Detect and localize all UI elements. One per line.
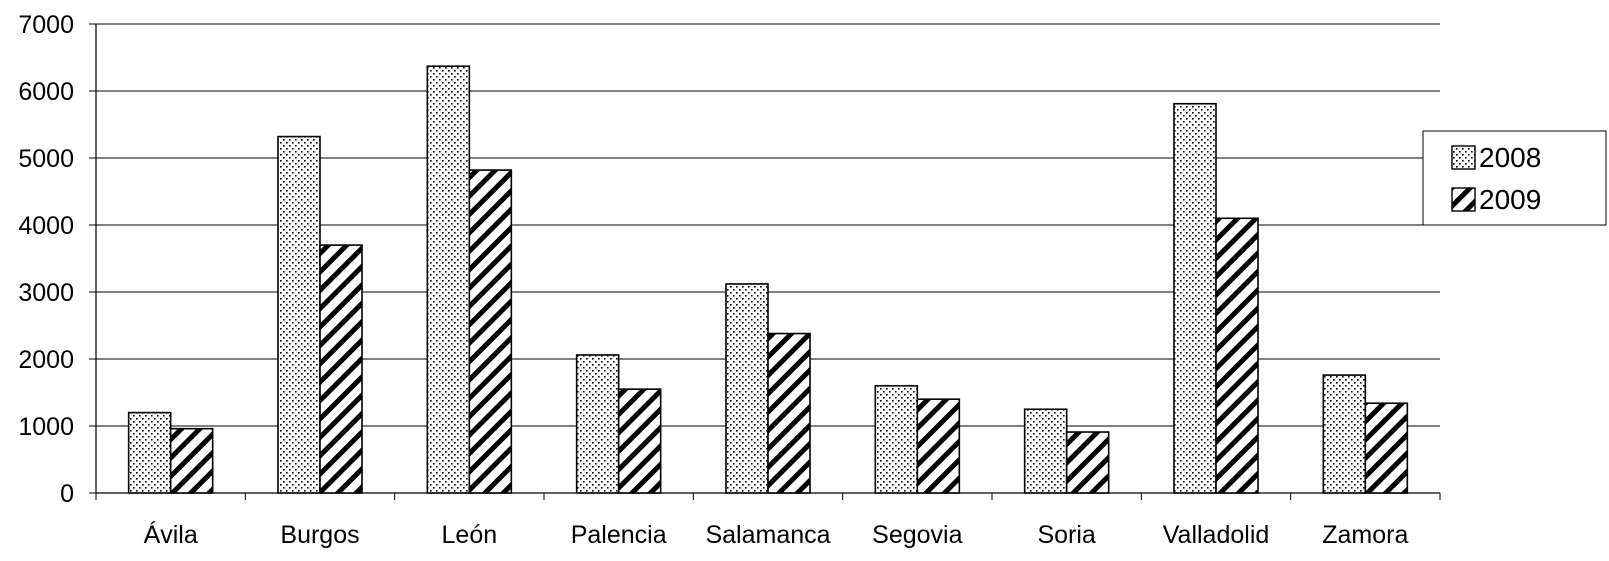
y-tick-label: 3000: [18, 279, 74, 307]
y-tick-label: 2000: [18, 346, 74, 374]
y-tick-label: 0: [60, 480, 74, 508]
legend-swatch-2008: [1451, 145, 1476, 170]
bar-2009-Zamora: [1364, 402, 1409, 494]
bar-2008-Burgos: [277, 135, 321, 494]
x-category-label: Burgos: [280, 521, 359, 549]
bar-2008-Ávila: [127, 411, 172, 494]
bar-2008-León: [426, 65, 471, 494]
legend-label: 2008: [1479, 142, 1541, 173]
legend-label: 2009: [1479, 184, 1541, 215]
bar-2008-Segovia: [874, 384, 919, 494]
bar-2009-Ávila: [169, 427, 214, 494]
x-category-label: León: [442, 521, 498, 549]
bar-2008-Valladolid: [1173, 102, 1217, 494]
x-category-label: Salamanca: [705, 521, 830, 549]
y-tick-label: 5000: [18, 145, 74, 173]
y-tick-label: 6000: [18, 78, 74, 106]
legend-swatch-2009: [1451, 187, 1476, 212]
x-category-label: Zamora: [1322, 521, 1408, 549]
bar-2009-Burgos: [319, 244, 363, 494]
x-category-label: Soria: [1037, 521, 1095, 549]
bar-2008-Salamanca: [725, 283, 769, 494]
axis-labels: 0 1000 2000 3000 4000 5000 6000 7000 Ávila Burgos…: [18, 11, 1408, 549]
y-tick-label: 1000: [18, 413, 74, 441]
bar-2009-Valladolid: [1215, 217, 1259, 494]
bar-2008-Zamora: [1322, 374, 1367, 494]
x-category-label: Palencia: [571, 521, 667, 549]
x-category-label: Segovia: [872, 521, 962, 549]
bar-2009-Palencia: [617, 388, 662, 494]
y-tick-label: 4000: [18, 212, 74, 240]
y-tick-label: 7000: [18, 11, 74, 39]
x-category-label: Ávila: [144, 520, 198, 549]
bar-2009-Segovia: [916, 398, 961, 494]
bar-2009-León: [468, 169, 513, 494]
legend: 2008 2009: [1422, 130, 1607, 226]
bar-2009-Soria: [1065, 431, 1110, 494]
bar-2008-Soria: [1023, 408, 1068, 494]
bars: [127, 65, 1409, 494]
bar-2009-Salamanca: [767, 332, 811, 494]
x-category-label: Valladolid: [1163, 521, 1270, 549]
bar-2008-Palencia: [575, 354, 620, 494]
